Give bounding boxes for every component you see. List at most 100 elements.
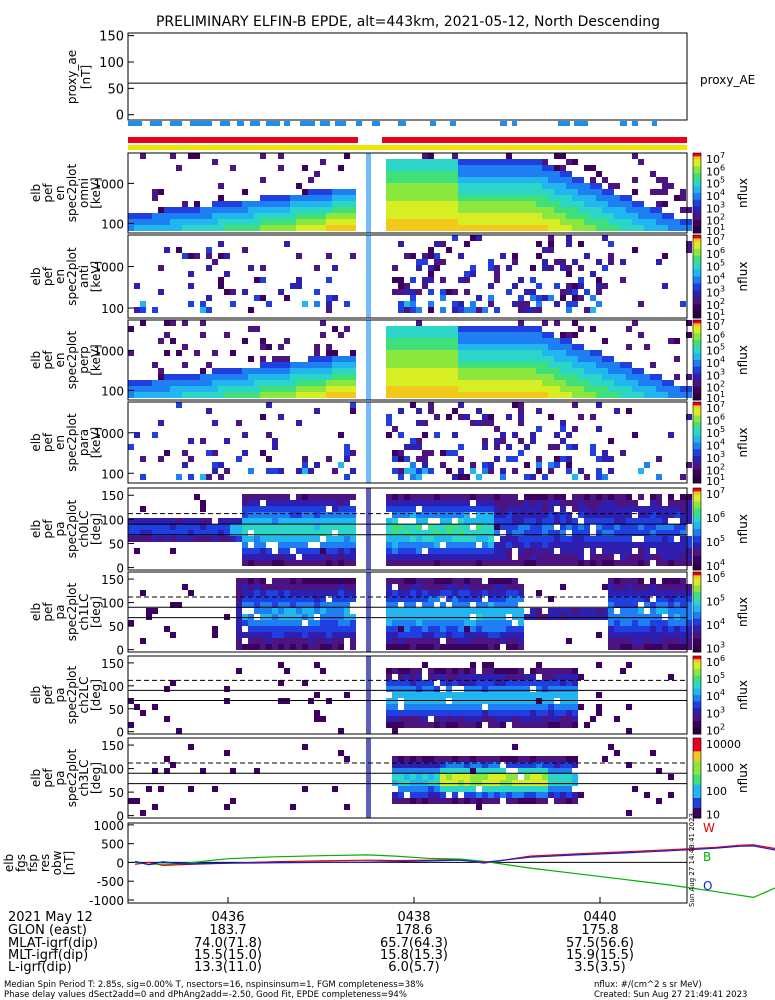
spectrogram-cell <box>302 744 308 750</box>
spectrogram-cell <box>260 512 266 518</box>
spectrogram-cell <box>500 608 506 614</box>
spectrogram-cell <box>476 159 482 165</box>
spectrogram-cell <box>458 159 464 165</box>
spectrogram-cell <box>338 750 344 756</box>
spectrogram-cell <box>470 578 476 584</box>
spectrogram-cell <box>596 468 602 474</box>
spectrogram-cell <box>320 596 326 602</box>
spectrogram-cell <box>602 524 608 530</box>
colorbar-tick-label: 106 <box>706 246 725 261</box>
spectrogram-cell <box>326 356 332 362</box>
spectrogram-cell <box>458 171 464 177</box>
spectrogram-cell <box>494 271 500 277</box>
spectrogram-cell <box>326 614 332 620</box>
spectrogram-cell <box>476 201 482 207</box>
spectrogram-cell <box>398 468 404 474</box>
spectrogram-cell <box>548 774 554 780</box>
spectrogram-cell <box>590 560 596 566</box>
spectrogram-cell <box>476 350 482 356</box>
spectrogram-cell <box>296 374 302 380</box>
spectrogram-cell <box>326 456 332 462</box>
spectrogram-cell <box>488 213 494 219</box>
spectrogram-cell <box>650 626 656 632</box>
spectrogram-cell <box>524 674 530 680</box>
spectrogram-cell <box>392 692 398 698</box>
panel-ylabel: perp <box>77 346 91 374</box>
colorbar-tick-label: 105 <box>706 534 725 549</box>
spectrogram-cell <box>602 512 608 518</box>
spectrogram-cell <box>494 710 500 716</box>
spectrogram-cell <box>518 195 524 201</box>
spectrogram-cell <box>572 195 578 201</box>
spectrogram-cell <box>542 774 548 780</box>
data-gap-strip <box>366 738 371 818</box>
spectrogram-cell <box>422 338 428 344</box>
spectrogram-cell <box>626 638 632 644</box>
spectrogram-cell <box>470 213 476 219</box>
spectrogram-cell <box>638 632 644 638</box>
mag-ytick-label: 500 <box>101 838 124 852</box>
spectrogram-cell <box>458 332 464 338</box>
spectrogram-cell <box>500 374 506 380</box>
spectrogram-cell <box>296 392 302 398</box>
spectrogram-cell <box>638 201 644 207</box>
panel-ytick-label: 0 <box>116 562 124 576</box>
spectrogram-cell <box>656 614 662 620</box>
spectrogram-cell <box>476 632 482 638</box>
spectrogram-cell <box>188 456 194 462</box>
spectrogram-cell <box>656 560 662 566</box>
spectrogram-cell <box>644 530 650 536</box>
spectrogram-cell <box>332 362 338 368</box>
spectrogram-cell <box>398 219 404 225</box>
spectrogram-cell <box>284 578 290 584</box>
spectrogram-cell <box>476 792 482 798</box>
spectrogram-cell <box>326 350 332 356</box>
spectrogram-cell <box>296 512 302 518</box>
spectrogram-cell <box>428 159 434 165</box>
spectrogram-cell <box>338 213 344 219</box>
spectrogram-cell <box>662 380 668 386</box>
spectrogram-cell <box>332 189 338 195</box>
spectrogram-cell <box>422 530 428 536</box>
spectrogram-cell <box>344 450 350 456</box>
spectrogram-cell <box>272 219 278 225</box>
spectrogram-cell <box>656 518 662 524</box>
spectrogram-cell <box>464 560 470 566</box>
colorbar-tick-label: 10 <box>706 808 720 821</box>
spectrogram-cell <box>452 602 458 608</box>
spectrogram-cell <box>422 644 428 650</box>
spectrogram-cell <box>404 674 410 680</box>
panel-ylabel: pef <box>41 432 55 452</box>
spectrogram-cell <box>230 530 236 536</box>
spectrogram-cell <box>482 207 488 213</box>
spectrogram-cell <box>542 386 548 392</box>
spectrogram-cell <box>272 500 278 506</box>
spectrogram-cell <box>422 420 428 426</box>
spectrogram-cell <box>518 536 524 542</box>
spectrogram-cell <box>500 356 506 362</box>
spectrogram-cell <box>632 530 638 536</box>
spectrogram-cell <box>596 213 602 219</box>
spectrogram-cell <box>470 632 476 638</box>
spectrogram-cell <box>560 207 566 213</box>
spectrogram-cell <box>248 626 254 632</box>
spectrogram-cell <box>314 368 320 374</box>
spectrogram-cell <box>200 307 206 313</box>
spectrogram-cell <box>398 159 404 165</box>
data-gap-strip <box>366 320 371 400</box>
spectrogram-cell <box>254 578 260 584</box>
spectrogram-cell <box>326 524 332 530</box>
colorbar-swatch <box>693 425 701 430</box>
spectrogram-cell <box>422 494 428 500</box>
spectrogram-cell <box>350 614 356 620</box>
spectrogram-cell <box>500 596 506 602</box>
spectrogram-cell <box>410 704 416 710</box>
colorbar-swatch <box>693 370 701 374</box>
spectrogram-cell <box>572 259 578 265</box>
spectrogram-cell <box>482 786 488 792</box>
spectrogram-cell <box>530 506 536 512</box>
spectrogram-cell <box>446 171 452 177</box>
spectrogram-cell <box>488 344 494 350</box>
spectrogram-cell <box>518 307 524 313</box>
spectrogram-cell <box>470 344 476 350</box>
